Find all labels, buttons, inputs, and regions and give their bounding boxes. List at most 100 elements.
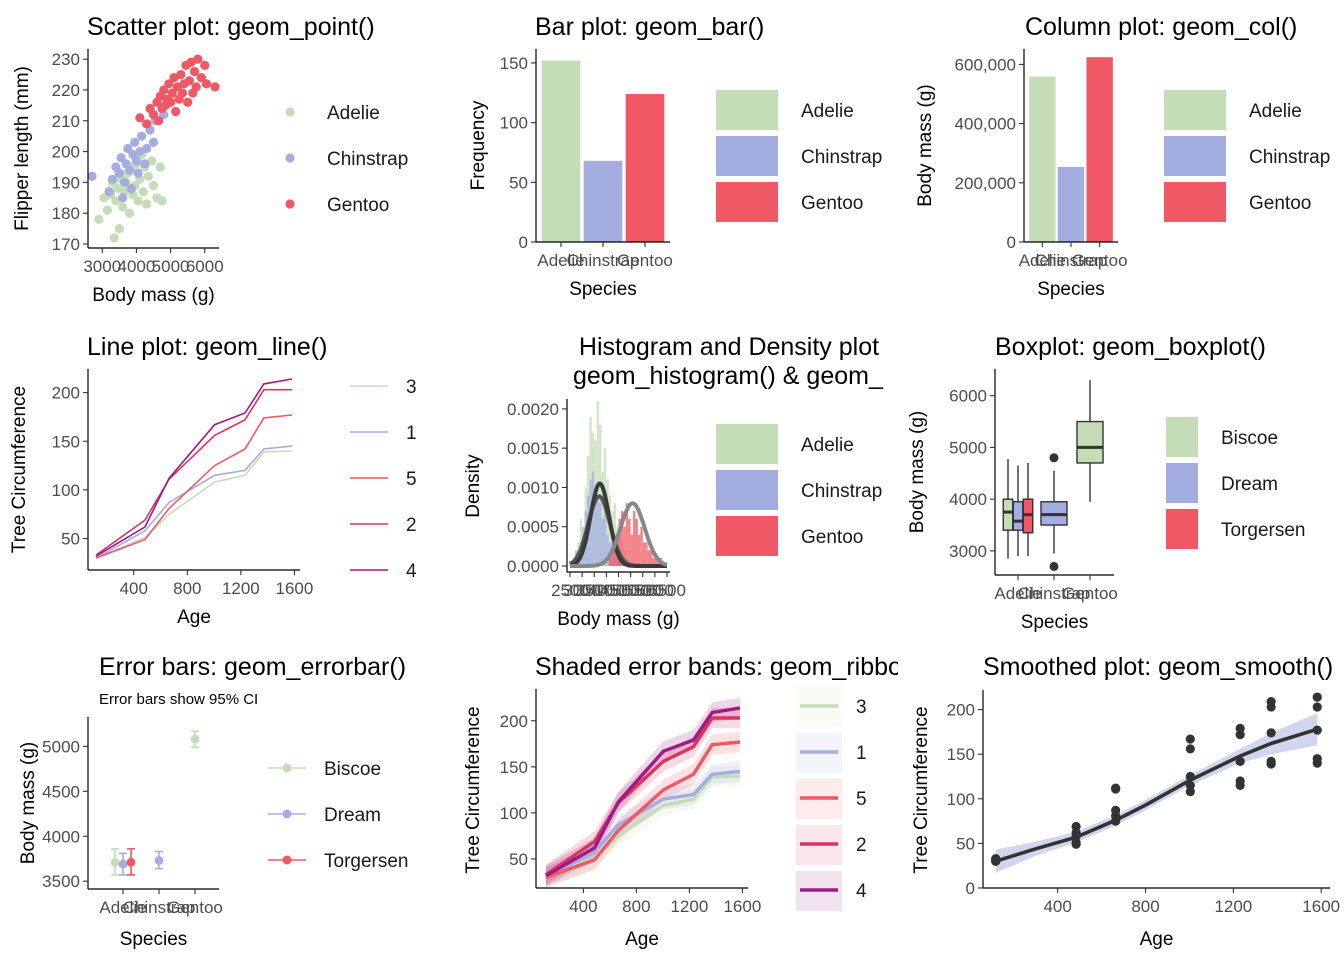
x-tick-label: 5500 <box>624 581 662 600</box>
y-axis-title: Tree Circumference <box>9 386 30 553</box>
scatter-point-chinstrap <box>140 159 150 169</box>
scatter-point-adelie <box>114 223 124 234</box>
mean-point <box>110 857 120 867</box>
scatter-point-chinstrap <box>135 146 145 157</box>
x-tick-label: 3500 <box>575 581 613 600</box>
legend-label: 5 <box>406 469 417 490</box>
x-tick-label: 1600 <box>1302 897 1340 916</box>
y-tick-label: 50 <box>956 834 975 853</box>
chart-title: Shaded error bands: geom_ribbon() <box>535 653 932 681</box>
y-axis-title: Density <box>463 454 484 518</box>
histogram-panel: 0.0000 0.0005 0.0010 0.0015 0.0020 2500350045… <box>463 333 884 630</box>
errorbar-gentoo-biscoe <box>190 730 200 749</box>
scatter-point-chinstrap <box>123 143 133 154</box>
legend-swatch <box>1164 507 1200 551</box>
histogram-bar <box>599 503 602 566</box>
y-tick-label: 220 <box>52 81 80 100</box>
scatter-point-adelie <box>138 187 148 197</box>
legend-key-point <box>285 107 295 117</box>
legend-label: 2 <box>856 835 867 856</box>
scatter-point-adelie <box>143 171 153 181</box>
y-tick-label: 400,000 <box>955 115 1016 134</box>
y-tick-label: 50 <box>509 173 528 192</box>
x-tick-label: 4000 <box>118 257 156 276</box>
scatter-point-gentoo <box>167 88 177 98</box>
smooth-data-point <box>1111 805 1121 816</box>
legend-label: 3 <box>856 697 867 718</box>
y-tick-label: 200,000 <box>955 174 1016 193</box>
scatter-point-gentoo <box>171 106 181 117</box>
smooth-data-point <box>1235 776 1245 786</box>
x-tick-label: 1600 <box>275 579 313 598</box>
histogram-bar <box>620 511 624 566</box>
box-outlier <box>1049 561 1059 571</box>
legend-label: Adelie <box>801 101 854 122</box>
x-axis-title: Species <box>1037 279 1105 300</box>
scatter-point-chinstrap <box>119 177 130 187</box>
x-axis-title: Species <box>1021 612 1089 633</box>
histogram-bar <box>628 518 631 566</box>
x-axis-title: Species <box>569 279 637 300</box>
legend-swatch <box>714 514 780 558</box>
legend-label: Dream <box>324 805 381 826</box>
line-series-1 <box>95 445 293 559</box>
x-tick-label: Gentoo <box>617 251 673 270</box>
x-tick-label: 4000 <box>587 581 625 600</box>
legend-label: Chinstrap <box>327 149 408 170</box>
boxplot-box-adelie-biscoe <box>1002 459 1014 559</box>
mean-point <box>190 734 200 744</box>
scatter-points <box>88 54 220 243</box>
y-tick-label: 4000 <box>949 490 987 509</box>
x-tick-label: 6000 <box>186 257 224 276</box>
scatter-point-adelie <box>102 205 112 215</box>
scatter-point-adelie <box>94 214 104 224</box>
y-tick-label: 5000 <box>42 737 80 756</box>
y-tick-label: 200 <box>52 384 80 403</box>
histogram-bar <box>618 518 621 566</box>
ribbon-panel: 50 100 150 200 400 800 1200 1600 Shaded error ba… <box>463 653 932 950</box>
legend-label: 4 <box>856 881 867 902</box>
y-tick-label: 0.0005 <box>507 518 559 537</box>
x-tick-label: 6000 <box>636 581 674 600</box>
scatter-point-adelie <box>124 208 135 218</box>
legend-swatch <box>1162 88 1228 132</box>
histogram-bar <box>596 495 600 566</box>
y-axis-title: Body mass (g) <box>907 411 928 533</box>
legend-label: 1 <box>406 423 417 444</box>
smooth-data-point <box>1111 783 1121 793</box>
x-tick-label: Adelie <box>537 251 584 270</box>
scatter-point-adelie <box>113 183 123 194</box>
scatter-point-gentoo <box>169 73 179 83</box>
chart-title: Histogram and Density plot <box>579 333 879 361</box>
smooth-data-point <box>1185 734 1195 744</box>
smooth-data-point <box>1185 744 1195 754</box>
y-tick-label: 170 <box>52 235 80 254</box>
y-axis-title: Frequency <box>468 100 489 190</box>
mean-point <box>126 857 136 867</box>
chart-title: Bar plot: geom_bar() <box>535 13 764 41</box>
legend-label: Chinstrap <box>801 147 882 168</box>
scatter-point-gentoo <box>186 57 196 67</box>
scatter-point-gentoo <box>177 88 188 98</box>
legend-swatch <box>714 134 780 178</box>
x-tick-label: Gentoo <box>1062 584 1118 603</box>
errorbar-adelie-torgersen <box>126 848 136 876</box>
scatter-point-chinstrap <box>142 143 152 154</box>
x-tick-label: 6500 <box>648 581 686 600</box>
x-tick-label: 5000 <box>612 581 650 600</box>
bar <box>541 60 581 243</box>
bar <box>583 160 623 242</box>
scatter-point-adelie <box>111 196 121 206</box>
legend-label: Adelie <box>1249 101 1302 122</box>
x-tick-label: 1200 <box>222 579 260 598</box>
scatter-point-gentoo <box>135 113 145 123</box>
legend-label: 2 <box>406 515 417 536</box>
legend-label: Adelie <box>801 435 854 456</box>
line-panel: 50 100 150 200 400 800 1200 1600 Line plot: geom… <box>9 333 417 628</box>
y-tick-label: 6000 <box>949 387 987 406</box>
scatter-point-gentoo <box>184 76 194 86</box>
scatter-point-adelie <box>155 162 165 172</box>
chart-title: Line plot: geom_line() <box>87 333 327 361</box>
scatter-point-gentoo <box>201 79 212 89</box>
y-tick-label: 50 <box>509 850 528 869</box>
